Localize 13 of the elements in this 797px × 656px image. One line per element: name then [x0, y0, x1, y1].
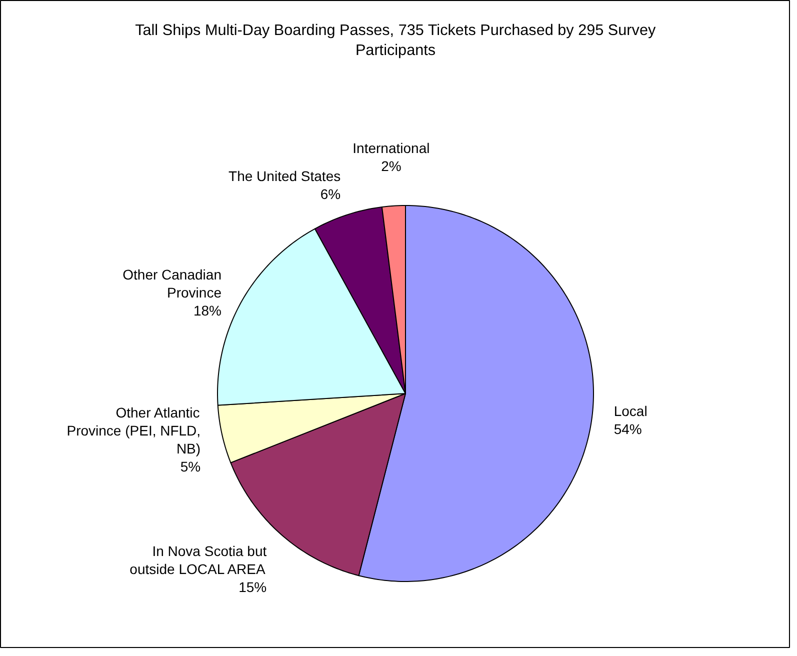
- data-label: 5%: [180, 458, 201, 474]
- data-label: 18%: [193, 302, 222, 318]
- data-label: 54%: [614, 420, 642, 437]
- slice-label: Other Atlantic Province (PEI, NFLD, NB): [66, 404, 201, 456]
- data-label: 6%: [320, 186, 341, 202]
- data-label: 2%: [381, 158, 402, 174]
- slice-label: The United States: [228, 168, 341, 184]
- slice-label: Local: [614, 402, 648, 419]
- slice-label: International: [352, 140, 430, 156]
- chart-title: Tall Ships Multi-Day Boarding Passes, 735 Tickets Purchased by 295 Survey Participants: [135, 22, 656, 59]
- data-label: 15%: [238, 579, 267, 596]
- slice-label: Other Canadian Province: [122, 266, 222, 300]
- slice-label: In Nova Scotia but outside LOCAL AREA: [130, 543, 267, 578]
